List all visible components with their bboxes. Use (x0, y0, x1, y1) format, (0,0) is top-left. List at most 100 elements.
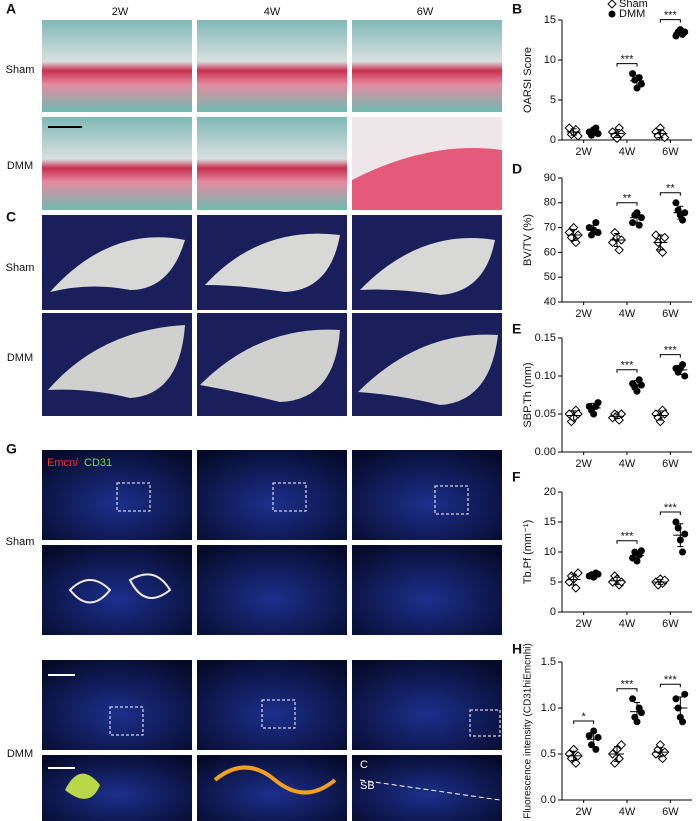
data-point (629, 70, 637, 78)
row-label: Sham (6, 64, 35, 76)
significance-bracket (616, 540, 638, 544)
significance-bracket (616, 202, 638, 206)
data-point (681, 530, 689, 538)
x-tick-label: 2W (575, 618, 592, 630)
data-point (681, 28, 689, 36)
y-tick-label: 90 (544, 172, 556, 184)
data-point (637, 80, 645, 88)
x-tick-label: 6W (662, 146, 679, 158)
legend-marker (607, 0, 617, 9)
column-label: 2W (112, 6, 129, 18)
y-tick-label: 15 (544, 14, 556, 26)
data-point (594, 399, 602, 407)
significance-bracket (573, 720, 595, 724)
data-point (612, 133, 622, 144)
legend-label: DMM (619, 8, 645, 20)
y-tick-label: 0.10 (535, 370, 556, 382)
row-label: Sham (6, 262, 35, 274)
data-point (571, 583, 581, 593)
y-tick-label: 1.0 (541, 702, 556, 714)
significance-label: *** (664, 502, 678, 514)
data-point (592, 745, 600, 753)
significance-bracket (659, 683, 681, 688)
panel-label: D (512, 161, 522, 177)
x-tick-label: 2W (575, 458, 592, 470)
row-label: DMM (7, 352, 33, 364)
data-point (681, 372, 689, 380)
y-tick-label: 10 (544, 546, 556, 558)
data-point (633, 718, 641, 726)
x-tick-label: 4W (619, 146, 636, 158)
data-point (594, 130, 602, 138)
data-point (614, 245, 624, 255)
data-point (571, 758, 581, 768)
y-tick-label: 0.15 (535, 332, 556, 344)
x-tick-label: 4W (619, 618, 636, 630)
y-tick-label: 0 (550, 606, 556, 618)
x-tick-label: 2W (575, 308, 592, 320)
significance-label: *** (664, 345, 678, 357)
y-tick-label: 0.05 (535, 408, 556, 420)
column-label: 4W (264, 6, 281, 18)
data-point (594, 733, 602, 741)
stain-label: Emcn/ (47, 457, 79, 469)
data-point (629, 695, 637, 703)
data-point (679, 548, 687, 556)
x-tick-label: 4W (619, 308, 636, 320)
y-axis-label: Tb.Pf (mm⁻¹) (522, 520, 534, 584)
legend-label: Sham (619, 0, 648, 10)
fluorescence-images (42, 450, 502, 821)
row-label: DMM (7, 160, 33, 172)
data-point (633, 557, 641, 565)
y-tick-label: 40 (544, 296, 556, 308)
significance-bracket (616, 688, 638, 692)
x-tick-label: 6W (662, 618, 679, 630)
significance-bracket (659, 19, 681, 23)
histology-images (42, 20, 502, 210)
x-tick-label: 6W (662, 806, 679, 818)
significance-label: * (582, 711, 587, 723)
y-axis-label: Fluorescence intensity (CD31hiEmcnhi) (523, 643, 534, 819)
data-point (585, 732, 593, 740)
y-tick-label: 50 (544, 271, 556, 283)
legend-marker (608, 10, 616, 18)
data-point (594, 570, 602, 578)
significance-bracket (616, 369, 638, 373)
panel-label: F (512, 469, 521, 485)
y-tick-label: 5 (550, 94, 556, 106)
y-tick-label: 10 (544, 54, 556, 66)
y-tick-label: 5 (550, 576, 556, 588)
row-label: DMM (7, 748, 33, 760)
y-tick-label: 20 (544, 486, 556, 498)
significance-label: *** (621, 360, 635, 372)
image-label: C (360, 759, 368, 771)
stain-label: CD31 (84, 457, 112, 469)
y-tick-label: 0 (550, 134, 556, 146)
data-point (660, 132, 670, 143)
data-point (573, 131, 583, 141)
data-point (629, 219, 637, 227)
y-tick-label: 60 (544, 246, 556, 258)
significance-label: ** (666, 183, 675, 195)
y-axis-label: OARSI Score (522, 47, 534, 113)
x-tick-label: 6W (662, 308, 679, 320)
data-point (573, 568, 583, 578)
significance-bracket (659, 192, 681, 196)
panel-label: E (512, 321, 521, 337)
y-axis-label: SBP.Th (mm) (522, 362, 534, 427)
panel-label: C (6, 209, 16, 225)
significance-label: *** (621, 54, 635, 66)
y-tick-label: 0.5 (541, 748, 556, 760)
data-point (672, 518, 680, 526)
panel-label: H (512, 641, 522, 657)
panel-label: G (6, 441, 17, 457)
image-label: SB (360, 780, 375, 792)
data-point (651, 230, 661, 240)
y-tick-label: 1.5 (541, 656, 556, 668)
significance-label: *** (664, 674, 678, 686)
microct-images (42, 215, 502, 416)
y-tick-label: 15 (544, 516, 556, 528)
y-tick-label: 0.0 (541, 794, 556, 806)
column-label: 6W (417, 6, 434, 18)
panel-label: B (512, 1, 522, 17)
